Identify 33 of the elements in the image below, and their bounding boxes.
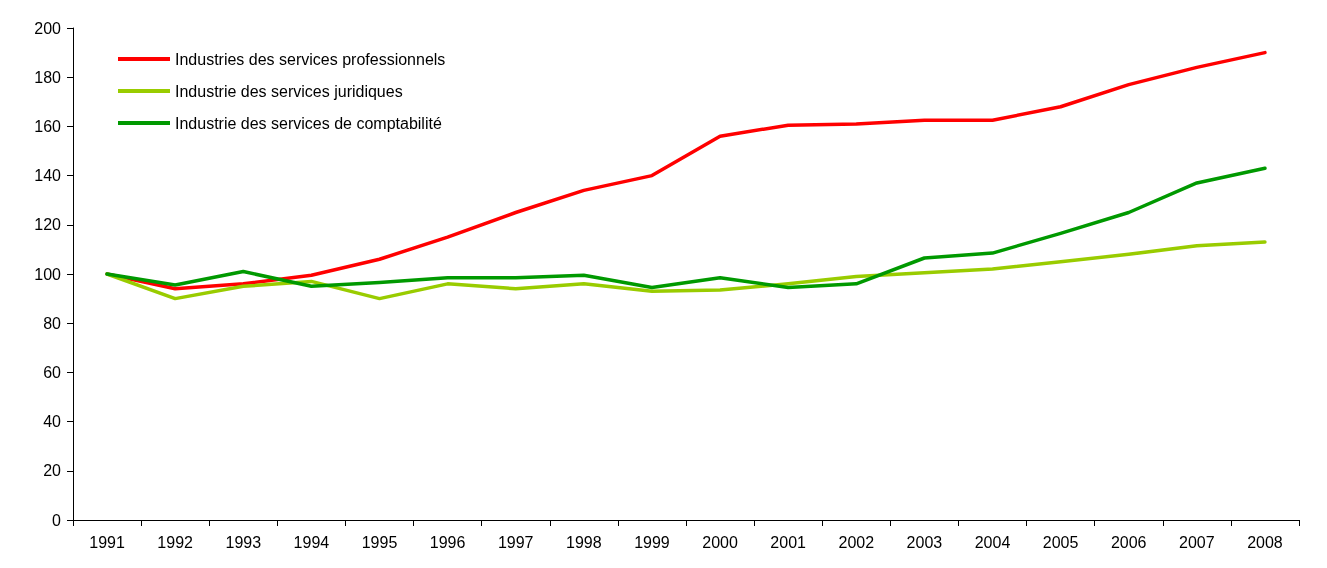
x-tick-label: 2000 (702, 533, 738, 551)
x-tick-label: 2005 (1042, 533, 1079, 551)
y-tick-label: 80 (43, 314, 62, 332)
x-tick-label: 1995 (361, 533, 398, 551)
x-tick-label: 1993 (225, 533, 262, 551)
y-tick-label: 0 (52, 511, 62, 529)
legend-label: Industrie des services de comptabilité (175, 114, 442, 132)
y-tick-label: 60 (43, 363, 62, 381)
x-tick-label: 1999 (634, 533, 670, 551)
x-tick-label: 2008 (1247, 533, 1283, 551)
legend-label: Industrie des services juridiques (175, 82, 403, 100)
y-tick-label: 200 (34, 19, 62, 37)
x-tick-label: 1996 (429, 533, 466, 551)
x-tick-label: 2001 (770, 533, 807, 551)
x-tick-label: 2006 (1110, 533, 1147, 551)
line-series (105, 166, 1267, 290)
y-tick-label: 40 (43, 413, 62, 431)
y-tick-label: 120 (34, 216, 62, 234)
y-tick-label: 180 (34, 68, 62, 86)
x-tick-label: 2003 (906, 533, 943, 551)
x-tick-label: 2004 (974, 533, 1011, 551)
x-tick-label: 1991 (89, 533, 125, 551)
x-tick-label: 1994 (293, 533, 330, 551)
y-tick-label: 100 (34, 265, 62, 283)
x-tick-label: 2002 (838, 533, 875, 551)
x-tick-label: 2007 (1179, 533, 1215, 551)
legend-label: Industries des services professionnels (175, 50, 446, 68)
y-tick-label: 160 (34, 117, 62, 135)
x-tick-label: 1997 (497, 533, 534, 551)
x-tick-label: 1998 (566, 533, 602, 551)
y-tick-label: 20 (43, 462, 62, 480)
y-tick-label: 140 (34, 167, 62, 185)
x-tick-label: 1992 (157, 533, 194, 551)
